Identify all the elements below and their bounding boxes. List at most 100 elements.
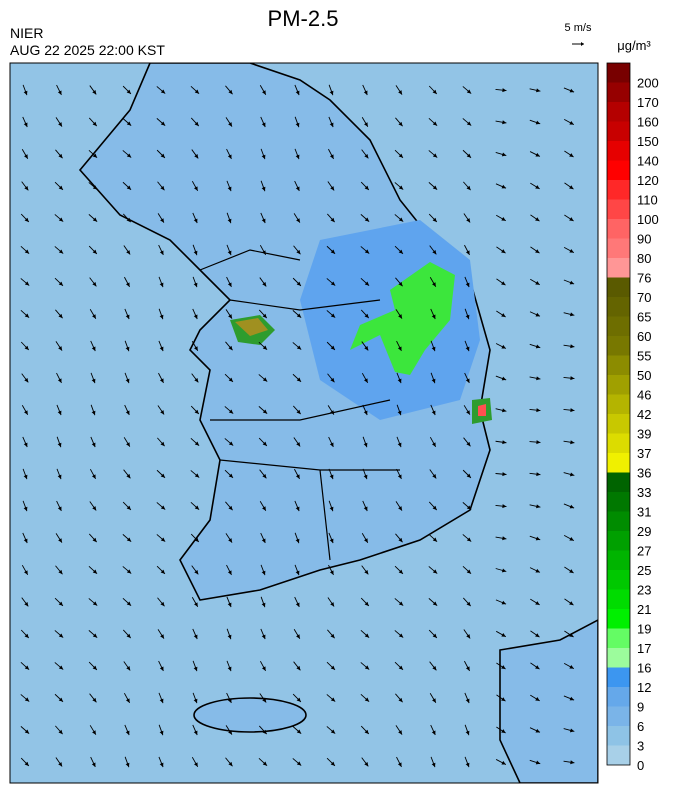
wind-arrow-head bbox=[569, 280, 575, 285]
colorbar-label: 50 bbox=[637, 368, 651, 383]
wind-arrow-head bbox=[501, 152, 507, 157]
wind-arrow-head bbox=[569, 153, 574, 158]
wind-arrow-head bbox=[58, 762, 63, 767]
colorbar-bin bbox=[607, 297, 630, 317]
wind-arrow-head bbox=[23, 474, 28, 480]
wind-arrow-head bbox=[364, 249, 370, 254]
wind-arrow-head bbox=[569, 88, 575, 93]
wind-arrow-head bbox=[228, 505, 233, 511]
wind-arrow-head bbox=[58, 697, 64, 702]
wind-arrow-head bbox=[160, 121, 166, 126]
wind-arrow-head bbox=[227, 698, 232, 703]
wind-arrow-head bbox=[227, 282, 232, 287]
wind-arrow-head bbox=[432, 665, 437, 671]
wind-arrow-head bbox=[193, 666, 198, 672]
wind-arrow-head bbox=[364, 346, 369, 351]
wind-arrow-head bbox=[126, 121, 132, 126]
wind-arrow-head bbox=[194, 537, 199, 542]
wind-arrow-head bbox=[398, 506, 402, 511]
wind-arrow-head bbox=[466, 153, 472, 158]
wind-arrow-head bbox=[228, 761, 233, 767]
wind-arrow-head bbox=[398, 601, 404, 606]
wind-arrow-head bbox=[295, 602, 300, 607]
wind-scale-label: 5 m/s bbox=[565, 22, 592, 34]
wind-arrow-head bbox=[432, 185, 438, 190]
wind-arrow-head bbox=[160, 569, 165, 574]
wind-arrow-head bbox=[330, 602, 335, 607]
wind-arrow-head bbox=[536, 472, 541, 477]
wind-arrow-head bbox=[193, 282, 198, 288]
wind-arrow-head bbox=[501, 408, 507, 413]
wind-arrow-head bbox=[92, 730, 96, 735]
wind-arrow-head bbox=[535, 312, 541, 317]
wind-arrow-head bbox=[502, 472, 507, 477]
wind-arrow-head bbox=[466, 569, 472, 574]
colorbar-label: 12 bbox=[637, 680, 651, 695]
wind-arrow-head bbox=[502, 120, 507, 125]
wind-arrow-head bbox=[159, 378, 164, 383]
wind-arrow-head bbox=[227, 602, 232, 608]
colorbar-label: 0 bbox=[637, 758, 644, 773]
wind-arrow-head bbox=[466, 121, 472, 126]
wind-arrow-head bbox=[536, 440, 541, 445]
colorbar-label: 16 bbox=[637, 661, 651, 676]
wind-arrow-head bbox=[569, 248, 574, 253]
wind-arrow-head bbox=[364, 729, 369, 734]
wind-arrow-head bbox=[125, 698, 130, 703]
wind-arrow-head bbox=[535, 120, 541, 125]
wind-arrow-head bbox=[58, 569, 63, 575]
colorbar-bin bbox=[607, 706, 630, 726]
colorbar-label: 70 bbox=[637, 290, 651, 305]
wind-arrow-head bbox=[126, 153, 132, 158]
wind-arrow-head bbox=[364, 185, 369, 190]
map-frame bbox=[9, 62, 599, 784]
wind-arrow-head bbox=[432, 249, 437, 255]
wind-arrow-head bbox=[535, 185, 540, 189]
wind-arrow-head bbox=[398, 730, 403, 735]
colorbar-label: 150 bbox=[637, 134, 659, 149]
wind-arrow-head bbox=[397, 378, 402, 384]
wind-arrow-head bbox=[432, 153, 438, 158]
colorbar-bin bbox=[607, 511, 630, 531]
colorbar-bin bbox=[607, 277, 630, 297]
wind-arrow-head bbox=[535, 728, 540, 733]
wind-arrow-head bbox=[465, 314, 470, 320]
wind-scale-head bbox=[581, 42, 584, 46]
colorbar-bin bbox=[607, 726, 630, 746]
colorbar-bin bbox=[607, 394, 630, 414]
wind-arrow-head bbox=[24, 249, 30, 254]
wind-arrow-head bbox=[228, 89, 233, 95]
wind-arrow-head bbox=[398, 665, 403, 670]
wind-arrow-head bbox=[569, 504, 575, 509]
colorbar-label: 200 bbox=[637, 76, 659, 91]
wind-arrow-head bbox=[159, 666, 164, 671]
wind-arrow-head bbox=[58, 538, 62, 543]
wind-arrow-head bbox=[569, 696, 575, 701]
colorbar-bin bbox=[607, 531, 630, 551]
wind-arrow-head bbox=[397, 474, 402, 479]
wind-arrow-head bbox=[194, 441, 200, 446]
colorbar-label: 31 bbox=[637, 505, 651, 520]
wind-arrow-head bbox=[24, 378, 29, 383]
wind-arrow-head bbox=[193, 634, 198, 640]
wind-arrow-head bbox=[432, 601, 438, 606]
wind-arrow-head bbox=[501, 600, 507, 605]
colorbar-label: 19 bbox=[637, 622, 651, 637]
wind-arrow-head bbox=[193, 762, 198, 767]
colorbar-label: 33 bbox=[637, 485, 651, 500]
wind-arrow-head bbox=[262, 698, 267, 703]
colorbar-label: 65 bbox=[637, 310, 651, 325]
wind-arrow-head bbox=[398, 217, 404, 222]
wind-arrow-head bbox=[398, 185, 404, 190]
wind-arrow-head bbox=[262, 441, 267, 446]
wind-arrow-head bbox=[329, 506, 334, 512]
colorbar-bin bbox=[607, 141, 630, 161]
wind-arrow-head bbox=[501, 249, 506, 254]
colorbar-label: 160 bbox=[637, 115, 659, 130]
wind-arrow-head bbox=[501, 217, 506, 221]
wind-arrow-head bbox=[466, 634, 471, 639]
wind-arrow-head bbox=[570, 344, 575, 349]
colorbar-bin bbox=[607, 609, 630, 629]
wind-arrow-head bbox=[330, 665, 336, 670]
japan-coast bbox=[499, 619, 598, 783]
